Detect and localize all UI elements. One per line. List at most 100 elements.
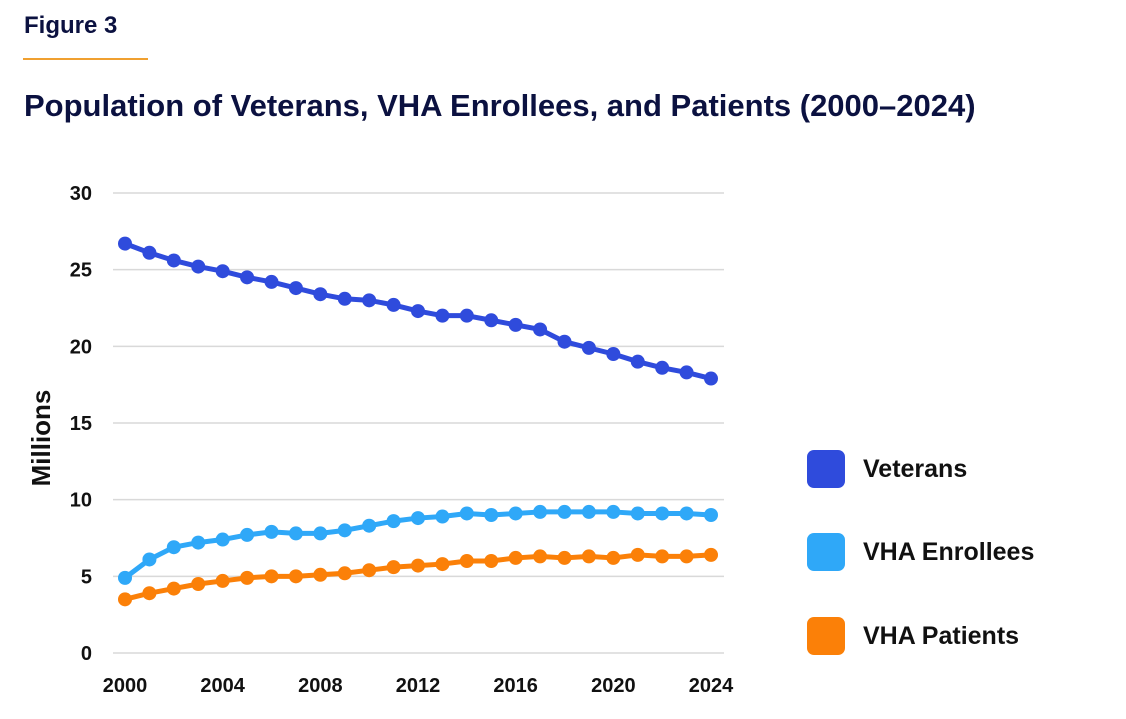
data-point: [142, 552, 157, 567]
data-point: [655, 549, 670, 564]
data-point: [166, 581, 181, 596]
y-tick-label: 0: [81, 643, 92, 665]
data-point: [264, 524, 279, 539]
data-point: [337, 566, 352, 581]
data-point: [118, 236, 132, 251]
y-tick-label: 30: [70, 183, 92, 205]
legend-item: VHA Enrollees: [807, 533, 1034, 571]
series-vha-patients: [118, 547, 718, 607]
data-point: [435, 557, 450, 572]
x-tick-label: 2004: [200, 675, 245, 697]
legend-swatch: [807, 533, 845, 571]
data-point: [459, 308, 474, 323]
data-point: [313, 526, 328, 541]
series-veterans: [118, 236, 718, 386]
data-point: [508, 550, 523, 565]
data-point: [459, 554, 474, 568]
figure-label: Figure 3: [24, 12, 118, 39]
data-point: [630, 506, 645, 521]
legend-label: VHA Patients: [863, 621, 1020, 650]
legend-item: Veterans: [807, 450, 967, 488]
data-point: [240, 570, 255, 585]
legend-label: VHA Enrollees: [863, 537, 1035, 566]
data-point: [313, 567, 328, 582]
legend-item: VHA Patients: [807, 617, 1019, 655]
series-vha-enrollees: [118, 504, 718, 585]
data-point: [166, 253, 181, 268]
data-point: [191, 259, 206, 274]
data-point: [313, 287, 328, 302]
data-point: [118, 570, 132, 585]
data-point: [166, 540, 181, 555]
legend-label: Veterans: [863, 454, 968, 483]
data-point: [435, 308, 450, 323]
data-point: [288, 281, 303, 296]
series-group: [118, 236, 718, 607]
data-point: [459, 506, 474, 521]
x-axis-ticks: 2000 2004 2008 2012 2016 2020 2024: [103, 675, 734, 697]
data-point: [679, 506, 694, 521]
data-point: [362, 563, 377, 578]
data-point: [240, 527, 255, 542]
data-point: [533, 322, 548, 337]
gridlines: [113, 192, 724, 654]
x-tick-label: 2008: [298, 675, 343, 697]
data-point: [118, 592, 132, 607]
y-axis-ticks: 0 5 10 15 20 25 30: [70, 183, 92, 665]
data-point: [362, 518, 377, 533]
data-point: [142, 245, 157, 260]
data-point: [191, 535, 206, 550]
x-tick-label: 2012: [396, 675, 441, 697]
data-point: [679, 549, 694, 564]
data-point: [362, 293, 377, 308]
data-point: [288, 526, 303, 541]
y-axis-label: Millions: [26, 390, 56, 487]
x-tick-label: 2000: [103, 675, 148, 697]
data-point: [581, 549, 596, 564]
legend-swatch: [807, 450, 845, 488]
data-point: [142, 586, 157, 601]
x-tick-label: 2020: [591, 675, 636, 697]
data-point: [704, 371, 718, 386]
y-tick-label: 15: [70, 413, 92, 435]
data-point: [606, 347, 621, 361]
data-point: [264, 274, 279, 289]
data-point: [484, 508, 499, 522]
data-point: [630, 547, 645, 562]
data-point: [337, 291, 352, 306]
data-point: [191, 577, 206, 591]
data-point: [337, 523, 352, 538]
data-point: [581, 340, 596, 355]
data-point: [606, 550, 621, 565]
x-tick-label: 2024: [689, 675, 734, 697]
data-point: [240, 270, 255, 285]
data-point: [386, 514, 401, 529]
x-tick-label: 2016: [493, 675, 538, 697]
data-point: [484, 313, 499, 328]
figure-label-underline: [23, 58, 148, 60]
data-point: [215, 532, 230, 547]
data-point: [411, 558, 425, 573]
chart-title: Population of Veterans, VHA Enrollees, a…: [24, 88, 976, 123]
data-point: [411, 511, 425, 526]
y-tick-label: 25: [70, 260, 92, 282]
data-point: [704, 508, 718, 522]
data-point: [557, 504, 572, 519]
data-point: [288, 569, 303, 584]
y-tick-label: 5: [81, 566, 92, 588]
data-point: [215, 573, 230, 588]
data-point: [630, 354, 645, 369]
data-point: [679, 365, 694, 380]
data-point: [435, 509, 450, 524]
data-point: [386, 297, 401, 312]
data-point: [606, 504, 621, 519]
data-point: [264, 569, 279, 584]
data-point: [508, 317, 523, 332]
data-point: [411, 304, 425, 319]
y-tick-label: 10: [70, 490, 92, 512]
data-point: [557, 334, 572, 349]
data-point: [533, 504, 548, 519]
legend-swatch: [807, 617, 845, 655]
data-point: [704, 547, 718, 562]
data-point: [215, 264, 230, 279]
